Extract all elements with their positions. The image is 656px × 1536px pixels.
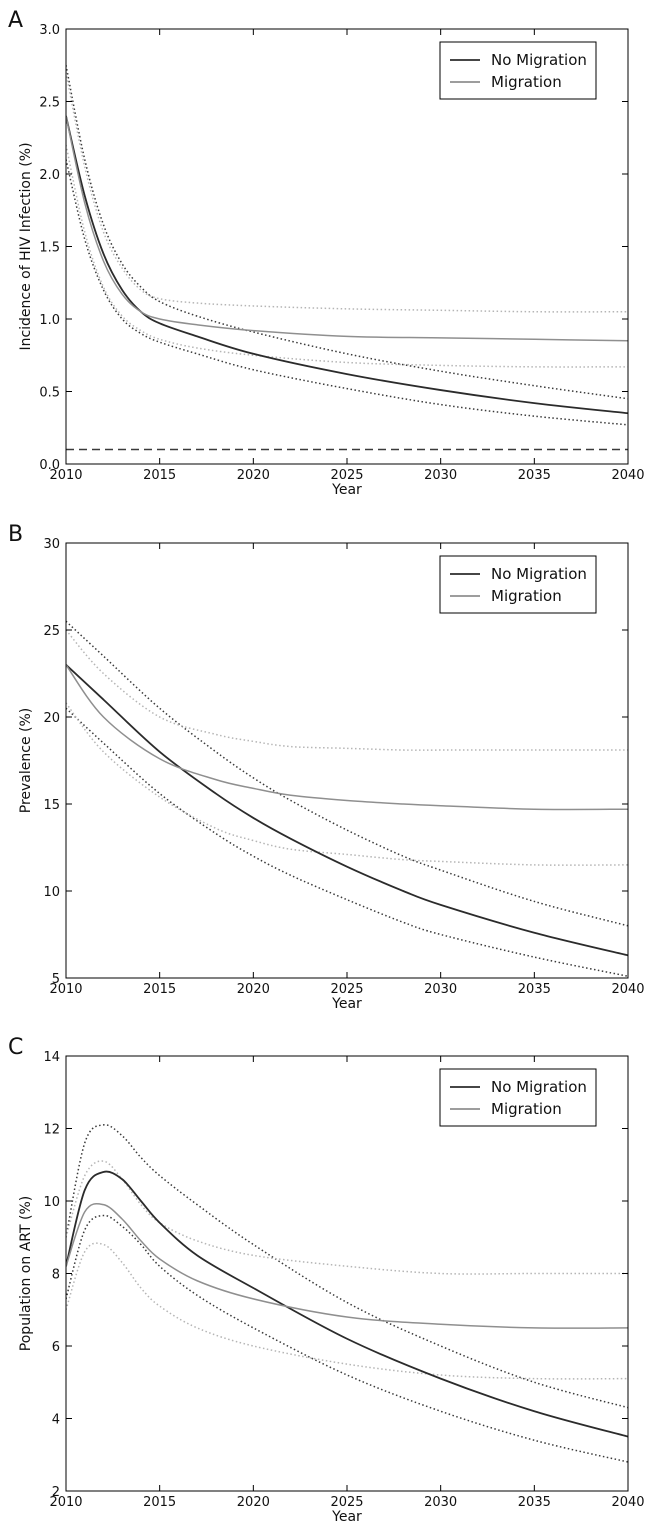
- x-tick-label: 2030: [424, 468, 457, 483]
- legend: No Migration Migration: [439, 555, 597, 614]
- y-tick-label: 0.5: [39, 386, 60, 401]
- legend: No Migration Migration: [439, 41, 597, 100]
- series-line-no-migration: [66, 664, 628, 957]
- x-tick-label: 2025: [330, 1495, 363, 1510]
- panel-letter: A: [8, 8, 23, 33]
- y-tick-label: 10: [43, 1195, 60, 1210]
- y-tick-label: 1.0: [39, 313, 60, 328]
- x-tick-label: 2015: [143, 982, 176, 997]
- x-tick-label: 2010: [49, 982, 82, 997]
- series-group: [66, 65, 628, 451]
- series-line-no-migration: [66, 1170, 628, 1438]
- x-tick-label: 2010: [49, 468, 82, 483]
- y-tick-label: 12: [43, 1123, 60, 1138]
- series-bound-migration-bounds-5: [66, 144, 628, 368]
- y-tick-label: 4: [52, 1413, 60, 1428]
- series-line-migration: [66, 1202, 628, 1329]
- legend-label: Migration: [491, 73, 562, 91]
- x-tick-label: 2030: [424, 982, 457, 997]
- y-axis-title: Prevalence (%): [18, 708, 34, 814]
- series-bound-no-migration-bounds-2: [66, 65, 628, 400]
- x-axis-title: Year: [331, 482, 362, 498]
- series-bound-no-migration-bounds-2: [66, 1124, 628, 1409]
- legend-label: Migration: [491, 1100, 562, 1118]
- series-group: [66, 620, 628, 977]
- x-tick-label: 2035: [518, 1495, 551, 1510]
- x-tick-label: 2015: [143, 468, 176, 483]
- x-tick-label: 2035: [518, 468, 551, 483]
- series-line-no-migration: [66, 115, 628, 415]
- y-tick-label: 2.0: [39, 168, 60, 183]
- panel-a: A 2010 2015 2020 2025 2030 2035 2040 0.0 0.5 1.0 1.…: [8, 8, 645, 498]
- y-tick-label: 2.5: [39, 96, 60, 111]
- series-bound-no-migration-bounds-3: [66, 1214, 628, 1463]
- x-tick-label: 2010: [49, 1495, 82, 1510]
- series-bound-migration-bounds-4: [66, 1160, 628, 1275]
- y-tick-label: 0.0: [39, 458, 60, 473]
- legend-label: Migration: [491, 587, 562, 605]
- x-axis-title: Year: [331, 1509, 362, 1525]
- legend-label: No Migration: [491, 1078, 587, 1096]
- y-tick-label: 6: [52, 1340, 60, 1355]
- x-axis-title: Year: [331, 996, 362, 1012]
- series-group: [66, 1124, 628, 1463]
- legend-label: No Migration: [491, 565, 587, 583]
- legend-box: [439, 555, 597, 614]
- x-tick-label: 2030: [424, 1495, 457, 1510]
- series-bound-migration-bounds-4: [66, 629, 628, 751]
- series-bound-migration-bounds-5: [66, 702, 628, 866]
- series-bound-migration-bounds-4: [66, 72, 628, 313]
- x-tick-label: 2020: [237, 468, 270, 483]
- legend-box: [439, 1068, 597, 1127]
- y-tick-label: 15: [43, 798, 60, 813]
- x-tick-label: 2020: [237, 1495, 270, 1510]
- legend-box: [439, 41, 597, 100]
- x-tick-label: 2040: [611, 982, 644, 997]
- x-tick-label: 2040: [611, 468, 644, 483]
- legend: No Migration Migration: [439, 1068, 597, 1127]
- y-tick-label: 25: [43, 624, 60, 639]
- y-tick-label: 14: [43, 1050, 60, 1065]
- y-tick-label: 8: [52, 1268, 60, 1283]
- y-tick-label: 30: [43, 537, 60, 552]
- x-tick-label: 2040: [611, 1495, 644, 1510]
- y-tick-label: 2: [52, 1485, 60, 1500]
- series-bound-no-migration-bounds-2: [66, 620, 628, 927]
- y-tick-label: 10: [43, 885, 60, 900]
- panel-c: C 2010 2015 2020 2025 2030 2035 2040 2 4 6 8 10 12 14 Y…: [8, 1035, 645, 1525]
- x-tick-label: 2035: [518, 982, 551, 997]
- panel-letter: C: [8, 1035, 23, 1060]
- series-line-migration: [66, 664, 628, 811]
- panel-letter: B: [8, 522, 23, 547]
- series-bound-migration-bounds-5: [66, 1242, 628, 1380]
- y-tick-label: 20: [43, 711, 60, 726]
- y-axis-title: Population on ART (%): [18, 1196, 34, 1351]
- x-tick-label: 2015: [143, 1495, 176, 1510]
- series-line-migration: [66, 115, 628, 342]
- x-tick-label: 2020: [237, 982, 270, 997]
- legend-label: No Migration: [491, 51, 587, 69]
- y-tick-label: 1.5: [39, 241, 60, 256]
- y-tick-label: 5: [52, 972, 60, 987]
- x-tick-label: 2025: [330, 982, 363, 997]
- series-bound-no-migration-bounds-3: [66, 159, 628, 426]
- y-tick-label: 3.0: [39, 23, 60, 38]
- y-axis-title: Incidence of HIV Infection (%): [18, 142, 34, 350]
- x-tick-label: 2025: [330, 468, 363, 483]
